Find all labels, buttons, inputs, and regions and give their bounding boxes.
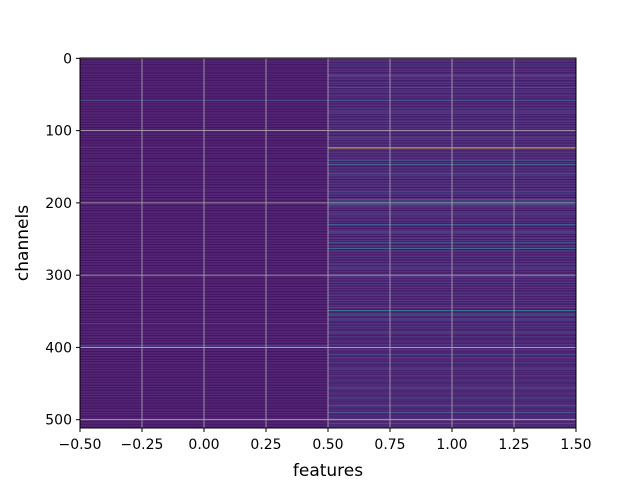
y-tick-label: 300 xyxy=(45,268,72,284)
x-tick-label: 0.50 xyxy=(312,437,343,453)
y-axis-ticks: 0 100 200 300 400 500 xyxy=(45,51,80,429)
y-axis-label: channels xyxy=(13,205,33,281)
x-tick-label: 1.00 xyxy=(436,437,467,453)
x-tick-label: 0.25 xyxy=(250,437,281,453)
y-tick-label: 200 xyxy=(45,196,72,212)
y-tick-label: 500 xyxy=(45,413,72,429)
x-axis-ticks: −0.50 −0.25 0.00 0.25 0.50 0.75 1.00 1.25 1.50 xyxy=(59,428,592,453)
x-tick-label: 1.50 xyxy=(560,437,591,453)
x-tick-label: −0.25 xyxy=(121,437,164,453)
y-tick-label: 0 xyxy=(63,51,72,67)
plot-area xyxy=(79,57,577,429)
x-axis-label: features xyxy=(293,461,363,480)
x-tick-label: 1.25 xyxy=(498,437,529,453)
x-tick-label: −0.50 xyxy=(59,437,102,453)
x-tick-label: 0.75 xyxy=(374,437,405,453)
y-tick-label: 100 xyxy=(45,124,72,140)
y-tick-label: 400 xyxy=(45,340,72,356)
x-tick-label: 0.00 xyxy=(188,437,219,453)
